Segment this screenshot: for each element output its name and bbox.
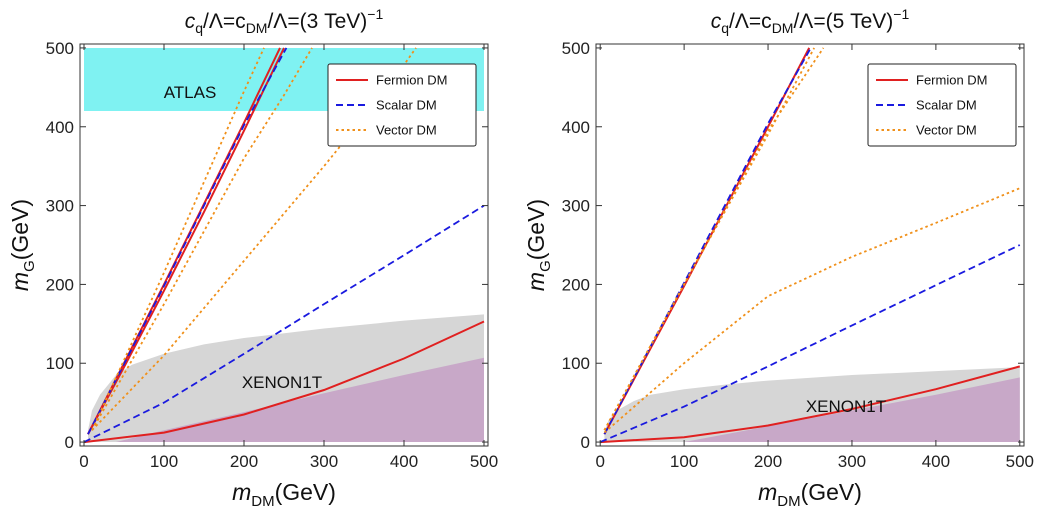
left-legend-label-scalar: Scalar DM: [376, 98, 437, 113]
x-tick-label: 100: [150, 452, 178, 471]
x-tick-label: 0: [79, 452, 88, 471]
right-regions: [604, 367, 1020, 443]
left-legend-box: [327, 63, 477, 147]
right-ticks: 0 100 200 300 400 500 0 100 200 300 400 500: [562, 39, 1034, 471]
left-legend-label-vector: Vector DM: [376, 123, 437, 138]
right-chart-title: cq/Λ=cDM/Λ=(5 TeV)−1: [711, 6, 910, 36]
region-excluded-1: [684, 377, 1020, 443]
y-tick-label: 200: [562, 275, 590, 294]
left-region-label-xenon1t: XENON1T: [242, 373, 322, 392]
right-legend: Fermion DM Scalar DM Vector DM: [867, 63, 1017, 147]
left-legend-label-fermion: Fermion DM: [376, 73, 448, 88]
y-tick-label: 0: [65, 433, 74, 452]
x-tick-label: 100: [670, 452, 698, 471]
x-tick-label: 200: [754, 452, 782, 471]
right-legend-box: [867, 63, 1017, 147]
right-legend-label-vector: Vector DM: [916, 123, 977, 138]
region-excluded-2: [116, 357, 484, 443]
y-tick-label: 200: [46, 275, 74, 294]
right-legend-label-scalar: Scalar DM: [916, 98, 977, 113]
left-x-axis-label: mDM(GeV): [232, 479, 336, 510]
series-scalar-dm-3: [83, 204, 485, 443]
left-region-label-atlas: ATLAS: [164, 83, 217, 102]
right-region-label-xenon1t: XENON1T: [806, 397, 886, 416]
right-y-axis-label: mG(GeV): [523, 199, 554, 291]
left-series: [83, 47, 485, 444]
y-tick-label: 400: [46, 118, 74, 137]
series-fermion-dm-0: [600, 365, 1021, 444]
left-plot-frame: [79, 43, 489, 447]
y-tick-label: 100: [562, 354, 590, 373]
left-y-axis-label: mG(GeV): [7, 199, 38, 291]
y-tick-label: 500: [46, 39, 74, 58]
x-tick-label: 0: [595, 452, 604, 471]
series-scalar-dm-2: [599, 244, 1021, 443]
series-fermion-dm-1: [87, 47, 285, 435]
x-tick-label: 500: [1006, 452, 1034, 471]
x-tick-label: 500: [470, 452, 498, 471]
right-legend-label-fermion: Fermion DM: [916, 73, 988, 88]
x-tick-label: 400: [922, 452, 950, 471]
x-tick-label: 300: [838, 452, 866, 471]
left-chart-title: cq/Λ=cDM/Λ=(3 TeV)−1: [185, 6, 384, 36]
right-chart: 0 100 200 300 400 500 0 100 200 300 400 500 XENON1T…: [523, 6, 1034, 510]
series-scalar-dm-4: [87, 47, 288, 435]
left-legend: Fermion DM Scalar DM Vector DM: [327, 63, 477, 147]
x-tick-label: 400: [390, 452, 418, 471]
y-tick-label: 100: [46, 354, 74, 373]
left-ticks: 0 100 200 300 400 500 0 100 200 300 400 500: [46, 39, 499, 471]
series-fermion-dm-0: [83, 320, 485, 444]
series-vector-dm-4: [603, 187, 1021, 434]
series-vector-dm-6: [603, 47, 825, 431]
y-tick-label: 400: [562, 118, 590, 137]
x-tick-label: 300: [310, 452, 338, 471]
y-tick-label: 500: [562, 39, 590, 58]
y-tick-label: 0: [581, 433, 590, 452]
y-tick-label: 300: [562, 197, 590, 216]
left-chart: 0 100 200 300 400 500 0 100 200 300 400 500 ATLAS X…: [7, 6, 498, 510]
y-tick-label: 300: [46, 197, 74, 216]
right-series: [599, 47, 1021, 444]
x-tick-label: 200: [230, 452, 258, 471]
right-x-axis-label: mDM(GeV): [758, 479, 862, 510]
right-plot-frame: [595, 43, 1025, 447]
